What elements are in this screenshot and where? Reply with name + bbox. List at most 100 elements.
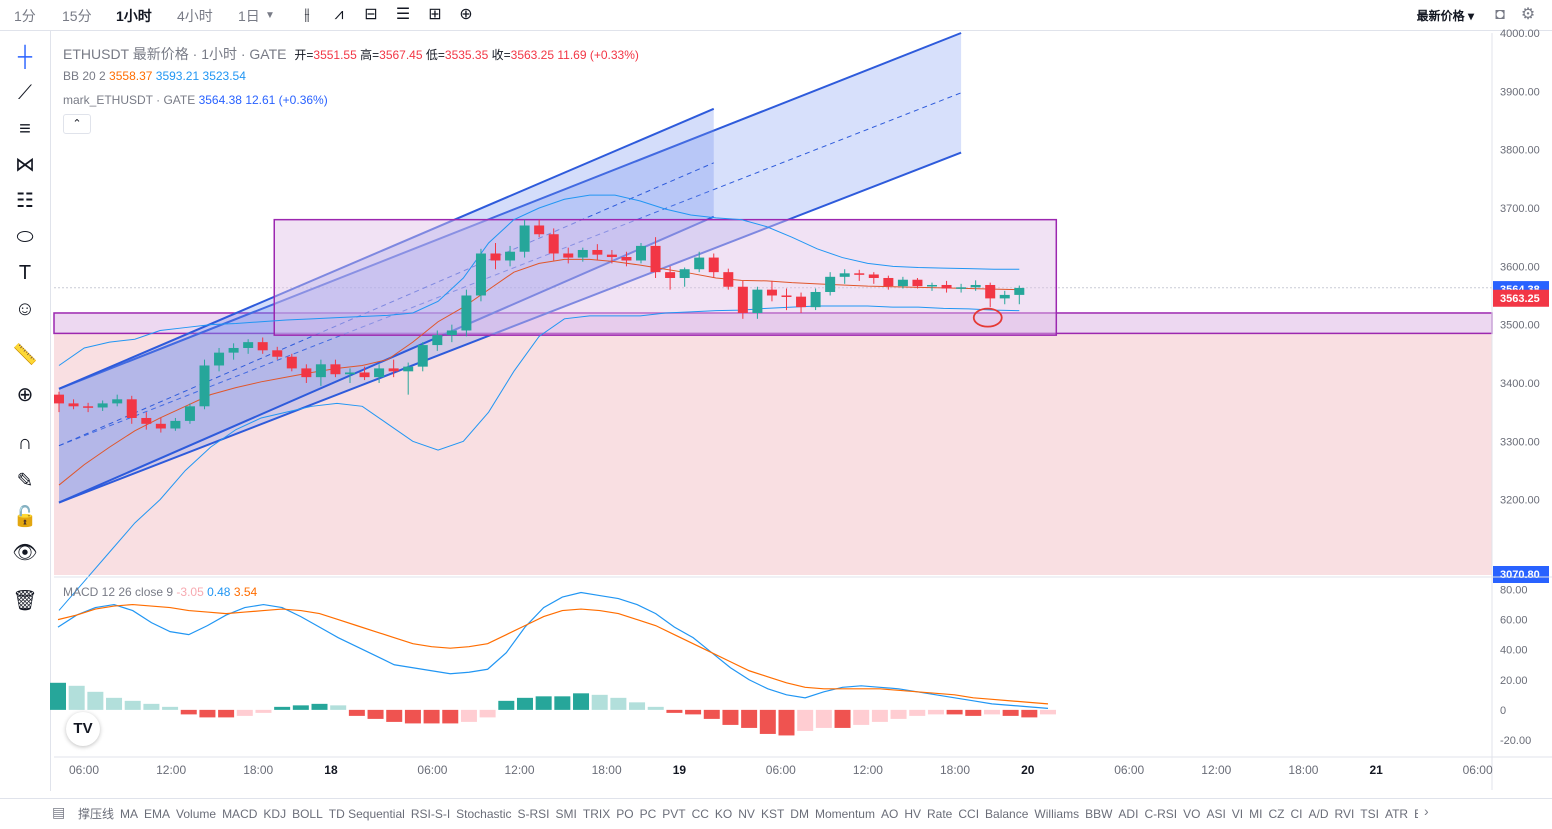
indicator-item[interactable]: NV [738, 807, 755, 821]
add-icon[interactable]: ⊕ [459, 6, 473, 23]
indicator-item[interactable]: MACD [222, 807, 258, 821]
indicator-item[interactable]: DM [790, 807, 809, 821]
macd-y-tick-label: 0 [1500, 705, 1506, 717]
indicator-item[interactable]: KO [714, 807, 733, 821]
horizontal-lines-icon[interactable]: ≡ [19, 118, 31, 140]
indicator-item[interactable]: TD Sequential [328, 807, 405, 821]
price-label: 3070.80 [1500, 569, 1540, 581]
macd-y-tick-label: 40.00 [1500, 645, 1528, 657]
indicator-item[interactable]: CC [691, 807, 709, 821]
candle [825, 276, 836, 292]
indicator-item[interactable]: Volume [176, 807, 217, 821]
tradingview-logo[interactable]: TV [66, 712, 100, 746]
indicator-item[interactable]: EOM [1414, 807, 1418, 821]
timeframe-1h[interactable]: 1小时 [116, 8, 152, 24]
zoom-in-icon[interactable]: ⊕ [16, 384, 34, 406]
macd-histogram-bar [236, 709, 253, 716]
indicator-item[interactable]: TRIX [582, 807, 611, 821]
indicator-item[interactable]: RSI-S-I [410, 807, 451, 821]
camera-icon[interactable]: ◘ [1495, 6, 1505, 23]
indicator-item[interactable]: PC [639, 807, 657, 821]
lock-icon[interactable]: 🔓 [12, 506, 38, 528]
indicator-item[interactable]: CCI [958, 807, 980, 821]
support-zone [54, 333, 1492, 575]
indicator-item[interactable]: BOLL [292, 807, 323, 821]
indicator-item[interactable]: KST [760, 807, 785, 821]
eye-icon[interactable]: 👁 [12, 542, 38, 564]
trash-icon[interactable]: 🗑 [12, 590, 38, 612]
highlight-ellipse [972, 307, 1003, 328]
candle [505, 251, 516, 261]
indicator-item[interactable]: BBW [1085, 807, 1113, 821]
indicator-item[interactable]: S-RSI [517, 807, 550, 821]
timeframe-1m[interactable]: 1分 [14, 8, 36, 24]
y-tick-label: 3400.00 [1500, 378, 1540, 390]
indicator-item[interactable]: Rate [927, 807, 953, 821]
indicator-item[interactable]: 撑压线 [78, 807, 115, 821]
macd-histogram-bar [610, 697, 627, 710]
indicator-item[interactable]: HV [904, 807, 921, 821]
candle [650, 245, 661, 273]
indicator-item[interactable]: ADI [1118, 807, 1139, 821]
indicator-item[interactable]: Williams [1034, 807, 1080, 821]
indicators-icon[interactable]: ⩘ [334, 6, 344, 23]
price-mode-select[interactable]: 最新价格 ▾ [1416, 9, 1474, 23]
indicator-item[interactable]: KDJ [263, 807, 287, 821]
chevron-right-icon[interactable]: › [1424, 803, 1429, 819]
indicator-item[interactable]: EMA [144, 807, 171, 821]
draw-lock-icon[interactable]: ✎ [16, 470, 34, 492]
timeframe-4h[interactable]: 4小时 [177, 8, 213, 24]
indicator-item[interactable]: VI [1231, 807, 1244, 821]
calendar-icon[interactable]: ▤ [52, 804, 66, 820]
indicator-item[interactable]: CZ [1268, 807, 1285, 821]
open-value: 3551.55 [313, 48, 357, 62]
indicator-item[interactable]: PO [616, 807, 634, 821]
indicator-item[interactable]: A/D [1308, 807, 1329, 821]
indicator-item[interactable]: VO [1183, 807, 1201, 821]
indicator-item[interactable]: Momentum [814, 807, 875, 821]
clear-icon[interactable]: ⊟ [364, 6, 378, 23]
macd-histogram-bar [946, 709, 963, 715]
settings-gear-icon[interactable]: ⚙ [1520, 6, 1536, 23]
emoji-icon[interactable]: ☺ [14, 298, 36, 320]
indicator-item[interactable]: ATR [1384, 807, 1409, 821]
ruler-icon[interactable]: 📏 [12, 344, 38, 366]
timeframe-1d[interactable]: 1日 [238, 8, 260, 24]
indicator-item[interactable]: AO [880, 807, 899, 821]
indicator-item[interactable]: CI [1290, 807, 1303, 821]
x-tick-label: 06:00 [766, 763, 796, 777]
indicator-item[interactable]: C-RSI [1144, 807, 1178, 821]
indicator-item[interactable]: Balance [985, 807, 1029, 821]
x-tick-label: 21 [1370, 763, 1384, 777]
indicator-item[interactable]: MA [120, 807, 139, 821]
indicator-item[interactable]: ASI [1206, 807, 1226, 821]
inner-channel-fill [59, 108, 714, 503]
macd-histogram-bar [741, 709, 758, 728]
trendline-icon[interactable]: ⟋ [18, 82, 32, 104]
list-icon[interactable]: ☰ [395, 6, 411, 23]
indicator-item[interactable]: SMI [555, 807, 577, 821]
indicator-item[interactable]: TSI [1360, 807, 1379, 821]
indicator-item[interactable]: RVI [1334, 807, 1355, 821]
text-icon[interactable]: T [18, 262, 32, 284]
crosshair-icon[interactable]: ┼ [17, 46, 33, 68]
magnet-icon[interactable]: ∩ [17, 432, 33, 454]
candle [810, 291, 821, 308]
collapse-legend-button[interactable]: ⌃ [63, 114, 91, 134]
indicator-item[interactable]: Stochastic [456, 807, 512, 821]
pattern-icon[interactable]: ⋈ [15, 154, 35, 176]
candle [737, 286, 748, 313]
layout-grid-icon[interactable]: ⊞ [428, 6, 442, 23]
inner-channel-upper [58, 107, 715, 390]
indicator-item[interactable]: PVT [662, 807, 686, 821]
candle-type-icon[interactable]: ⫲ [304, 6, 310, 23]
fib-icon[interactable]: ☷ [16, 190, 34, 212]
timeframe-dropdown-icon[interactable]: ▼ [265, 10, 275, 21]
candle [548, 234, 559, 254]
timeframe-15m[interactable]: 15分 [62, 8, 92, 24]
candle [839, 273, 850, 277]
mark-name: mark_ETHUSDT · GATE [63, 93, 196, 107]
indicator-item[interactable]: MI [1249, 807, 1263, 821]
shape-icon[interactable]: ⬭ [16, 226, 34, 248]
